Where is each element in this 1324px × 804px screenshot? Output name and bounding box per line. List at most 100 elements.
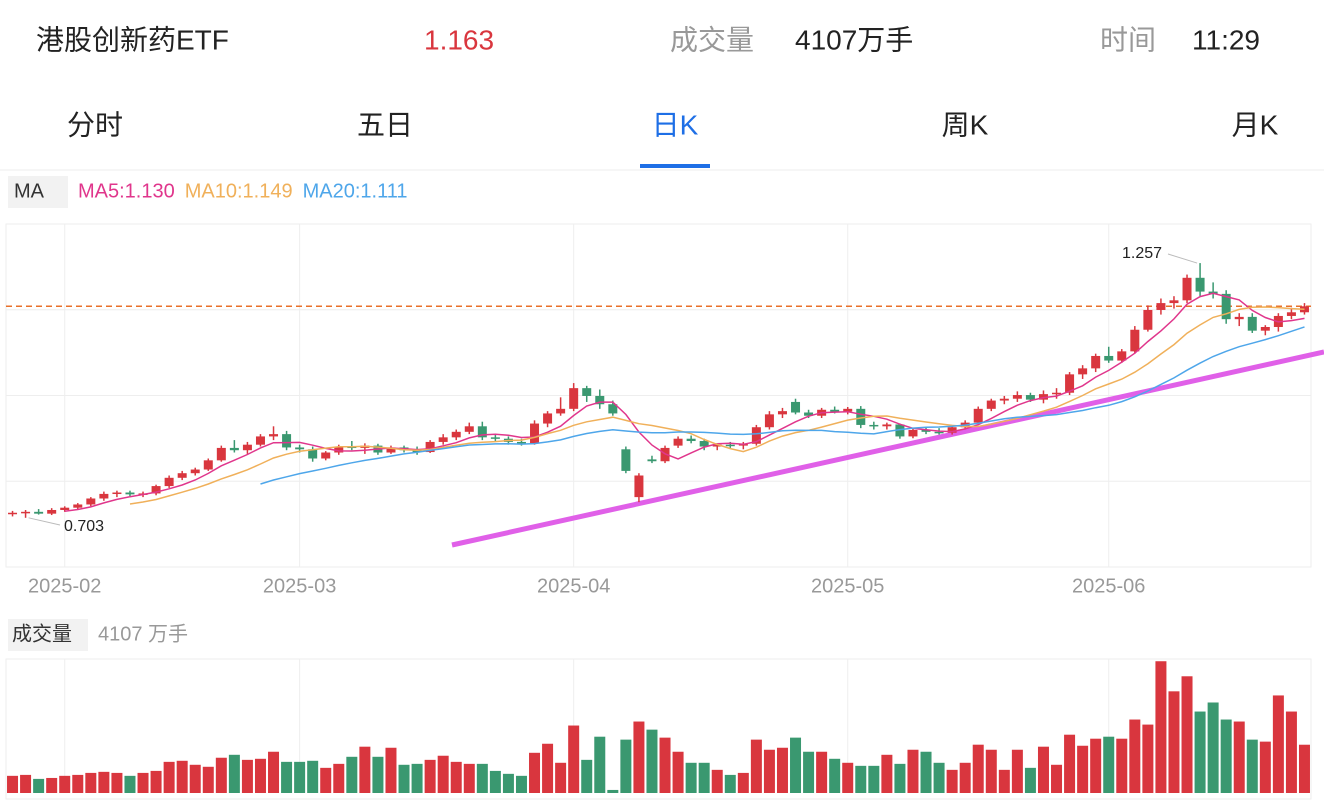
tab[interactable]: 五日 (357, 109, 413, 140)
volume-bar (868, 765, 880, 793)
volume-bar (163, 761, 175, 793)
volume-bar (1024, 767, 1036, 793)
candle-body (764, 414, 774, 428)
candle-body (242, 444, 252, 451)
volume-bar (659, 737, 671, 793)
volume-bar (1272, 695, 1284, 793)
candle-body (295, 447, 305, 450)
volume-bar (920, 751, 932, 793)
tab[interactable]: 月K (1232, 109, 1279, 140)
volume-bar (46, 777, 58, 793)
vol-title: 成交量 (12, 622, 72, 645)
vol-box (8, 619, 88, 651)
volume-bar (450, 761, 462, 793)
candle-body (60, 507, 70, 510)
volume-bar (33, 778, 45, 793)
candle-body (791, 401, 801, 413)
candle-body (999, 398, 1009, 401)
volume-bar (803, 751, 815, 793)
volume-bar (1155, 661, 1167, 793)
candle-body (1130, 329, 1140, 352)
volume-bar (581, 759, 593, 793)
volume-bar (359, 746, 371, 793)
candle-body (34, 511, 44, 514)
volume-bar (790, 737, 802, 793)
candle-body (308, 449, 318, 459)
candle-body (1195, 277, 1205, 292)
volume-bar (502, 773, 514, 793)
fund-name: 港股创新药ETF (36, 24, 229, 55)
candle-body (934, 431, 944, 434)
ma-line (260, 326, 1305, 485)
max-label: 1.257 (1122, 245, 1162, 262)
candle-body (1091, 355, 1101, 369)
candle-body (1078, 368, 1088, 375)
volume-bar (7, 775, 19, 793)
candle-body (151, 486, 161, 494)
min-leader (28, 517, 61, 526)
volume-bar (320, 767, 332, 793)
volume-bar (346, 756, 358, 793)
volume-bar (1011, 749, 1023, 793)
volume-bar (607, 789, 619, 793)
volume-bar (111, 772, 123, 793)
volume-bar (672, 751, 684, 793)
candle-body (86, 498, 96, 505)
volume-bar (1220, 719, 1232, 793)
candle-body (216, 447, 226, 461)
candle-body (804, 412, 814, 416)
candle-body (712, 444, 722, 447)
volume-bar (72, 774, 84, 793)
volume-bar (1194, 711, 1206, 793)
volume-bar (1103, 736, 1115, 793)
candle-body (490, 437, 500, 439)
candle-body (1025, 395, 1035, 400)
volume-bar (842, 762, 854, 793)
volume-bar (398, 764, 410, 793)
volume-bar (1090, 738, 1102, 793)
candle-body (882, 424, 892, 427)
volume-bar (372, 756, 384, 793)
tab[interactable]: 日K (652, 109, 699, 140)
tab[interactable]: 周K (942, 109, 989, 140)
time-label: 时间 (1100, 24, 1156, 55)
max-leader (1167, 253, 1198, 264)
candle-body (725, 444, 735, 447)
volume-bar (254, 758, 266, 793)
candle-body (21, 511, 31, 514)
candle-body (543, 413, 553, 424)
tab[interactable]: 分时 (67, 109, 123, 140)
volume-bar (542, 743, 554, 793)
candle-body (921, 429, 931, 432)
volume-bar (620, 739, 632, 793)
candle-body (125, 492, 135, 495)
candle-body (856, 408, 866, 425)
candle-body (229, 447, 239, 451)
candle-body (386, 447, 396, 453)
volume-bar (1246, 739, 1258, 793)
candle-body (1156, 303, 1166, 310)
candle-body (321, 452, 331, 459)
candle-body (1286, 312, 1296, 316)
volume-bar (1077, 745, 1089, 793)
candle-body (569, 388, 579, 409)
ma-box (8, 176, 68, 208)
volume-bar (385, 747, 397, 793)
candle-body (582, 388, 592, 396)
volume-bar (1037, 746, 1049, 793)
candle-body (516, 441, 526, 444)
candle-body (556, 408, 566, 414)
volume-bar (646, 729, 658, 793)
volume-bar (1233, 721, 1245, 793)
volume-bar (1285, 711, 1297, 793)
candle-body (1247, 316, 1257, 331)
volume-bar (59, 775, 71, 793)
candle-body (464, 426, 474, 432)
x-tick-label: 2025-06 (1072, 575, 1145, 597)
x-tick-label: 2025-04 (537, 575, 610, 597)
volume-bar (124, 775, 136, 793)
volume-bar (281, 761, 293, 793)
volume-bar (1207, 702, 1219, 793)
volume-bar (685, 762, 697, 793)
